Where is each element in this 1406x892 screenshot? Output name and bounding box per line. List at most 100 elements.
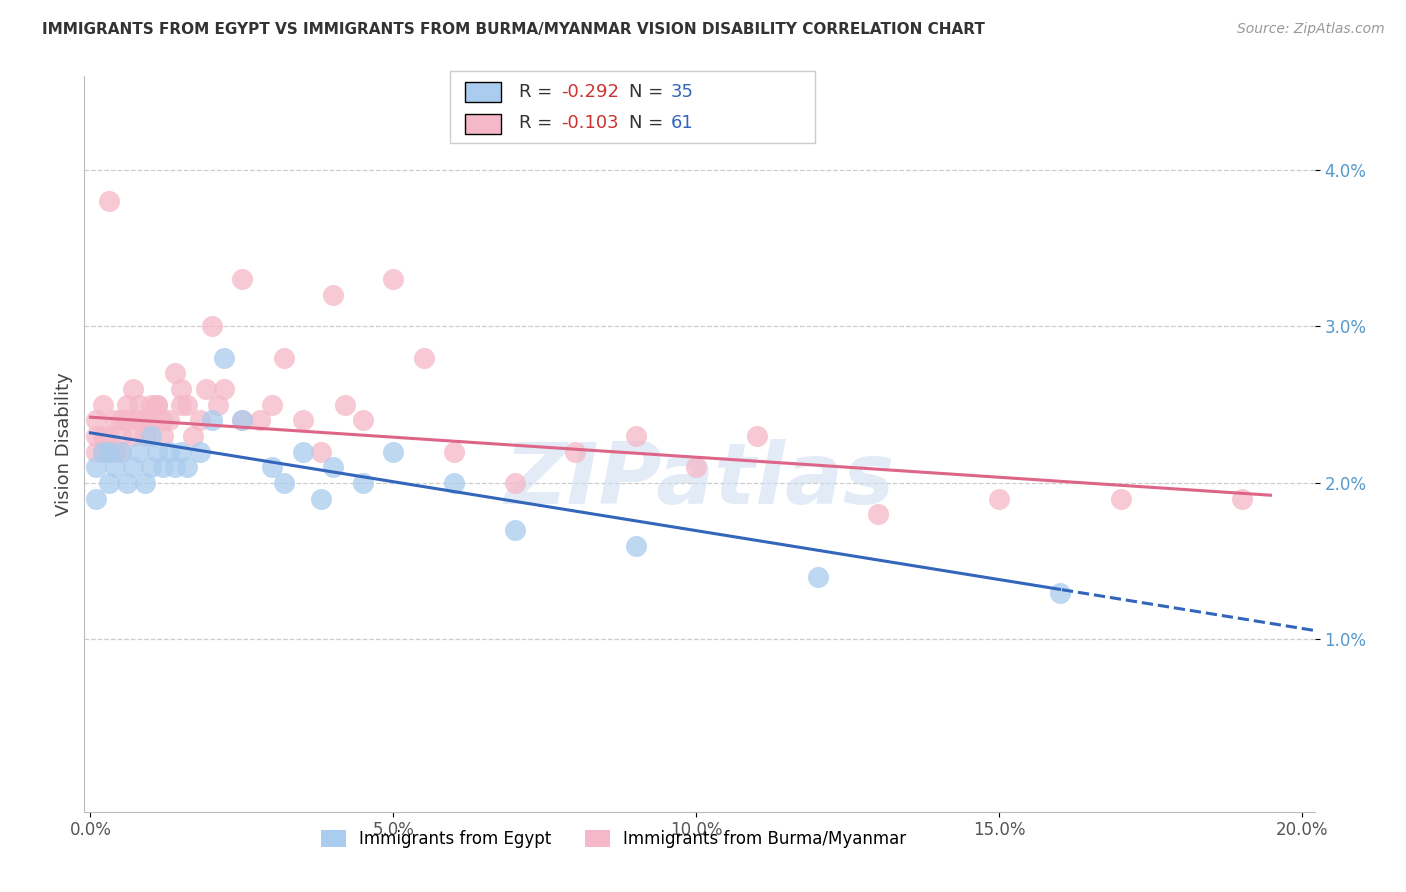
Point [291, 413, 314, 427]
Point [194, 382, 217, 396]
Point [139, 429, 162, 443]
Point [231, 272, 253, 286]
Point [86, 460, 108, 475]
Point [86, 413, 108, 427]
Point [503, 523, 526, 537]
Point [134, 475, 156, 490]
Point [868, 507, 890, 521]
Point [139, 413, 162, 427]
Point [97, 444, 120, 458]
Point [1109, 491, 1132, 506]
Text: N =: N = [628, 114, 669, 132]
FancyBboxPatch shape [464, 114, 501, 134]
Point [170, 382, 193, 396]
Point [624, 429, 647, 443]
Point [273, 475, 295, 490]
Text: R =: R = [519, 114, 558, 132]
Point [86, 444, 108, 458]
Point [115, 413, 138, 427]
Point [97, 194, 120, 208]
Point [97, 475, 120, 490]
Point [104, 413, 127, 427]
Text: R =: R = [519, 83, 558, 101]
Point [352, 413, 374, 427]
Point [988, 491, 1011, 506]
Point [382, 272, 405, 286]
Point [188, 444, 211, 458]
Point [97, 444, 120, 458]
Point [183, 429, 205, 443]
Point [322, 288, 344, 302]
Text: IMMIGRANTS FROM EGYPT VS IMMIGRANTS FROM BURMA/MYANMAR VISION DISABILITY CORRELA: IMMIGRANTS FROM EGYPT VS IMMIGRANTS FROM… [42, 22, 986, 37]
Point [807, 570, 830, 584]
Point [146, 398, 169, 412]
Point [291, 444, 314, 458]
Text: N =: N = [628, 83, 669, 101]
Point [207, 398, 229, 412]
Point [176, 398, 198, 412]
Point [139, 460, 162, 475]
Point [201, 413, 224, 427]
Point [333, 398, 356, 412]
Point [624, 539, 647, 553]
Point [1230, 491, 1253, 506]
Point [152, 429, 174, 443]
Point [152, 413, 174, 427]
Point [134, 413, 156, 427]
Point [139, 398, 162, 412]
Point [128, 444, 150, 458]
Point [91, 444, 114, 458]
Text: 35: 35 [671, 83, 695, 101]
Point [309, 444, 332, 458]
Point [110, 429, 132, 443]
Point [115, 475, 138, 490]
Point [110, 444, 132, 458]
Point [104, 460, 127, 475]
Text: Source: ZipAtlas.com: Source: ZipAtlas.com [1237, 22, 1385, 37]
Point [86, 491, 108, 506]
Point [157, 413, 180, 427]
Point [115, 398, 138, 412]
Point [322, 460, 344, 475]
Point [91, 444, 114, 458]
Point [128, 398, 150, 412]
Point [212, 351, 235, 365]
Point [231, 413, 253, 427]
Point [157, 444, 180, 458]
Point [152, 460, 174, 475]
Point [170, 398, 193, 412]
Point [212, 382, 235, 396]
Point [86, 429, 108, 443]
Text: ZIPatlas: ZIPatlas [505, 439, 894, 522]
Point [262, 460, 284, 475]
Point [121, 429, 143, 443]
Point [249, 413, 271, 427]
Point [564, 444, 586, 458]
Point [128, 413, 150, 427]
Point [176, 460, 198, 475]
Point [309, 491, 332, 506]
Point [91, 429, 114, 443]
Point [134, 429, 156, 443]
Text: 61: 61 [671, 114, 693, 132]
Y-axis label: Vision Disability: Vision Disability [55, 372, 73, 516]
Point [1049, 585, 1071, 599]
Point [121, 382, 143, 396]
Point [104, 444, 127, 458]
FancyBboxPatch shape [450, 71, 815, 143]
Point [188, 413, 211, 427]
Point [170, 444, 193, 458]
Point [146, 398, 169, 412]
Point [121, 460, 143, 475]
Point [443, 475, 465, 490]
Point [503, 475, 526, 490]
Point [382, 444, 405, 458]
Point [443, 444, 465, 458]
Point [685, 460, 707, 475]
Point [201, 319, 224, 334]
Point [745, 429, 768, 443]
Point [97, 429, 120, 443]
Text: -0.292: -0.292 [561, 83, 620, 101]
Point [110, 444, 132, 458]
Text: -0.103: -0.103 [561, 114, 619, 132]
